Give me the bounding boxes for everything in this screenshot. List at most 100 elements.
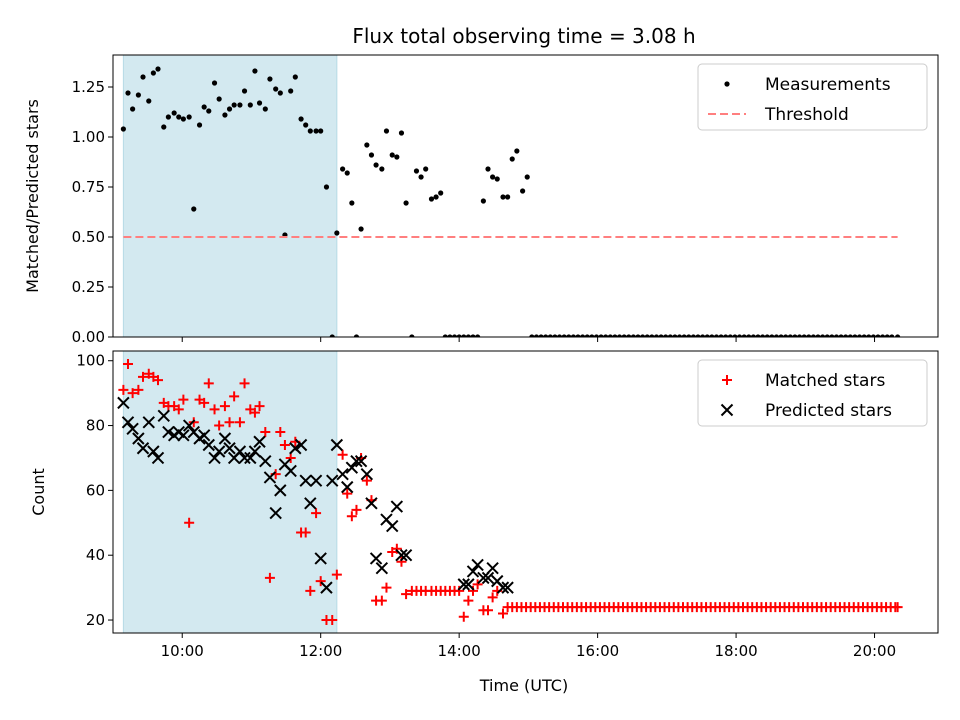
matched-star-point	[264, 572, 275, 583]
measurement-point	[428, 196, 435, 202]
measurement-point	[626, 334, 632, 337]
measurement-point	[852, 334, 858, 337]
predicted-star-point	[117, 396, 130, 410]
predicted-star-point	[248, 445, 262, 458]
predicted-star-point	[177, 429, 190, 442]
predicted-star-point	[218, 432, 232, 445]
measurement-point	[216, 96, 222, 102]
predicted-star-point	[309, 474, 323, 487]
matched-star-point	[285, 452, 296, 463]
predicted-star-point	[360, 467, 374, 481]
measurement-point	[329, 334, 335, 337]
measurement-point	[180, 116, 186, 122]
measurement-point	[475, 334, 481, 337]
matched-star-point	[468, 585, 478, 596]
matched-star-point	[153, 375, 163, 386]
y-tick-label: 0.00	[72, 328, 105, 346]
matched-star-point	[463, 595, 474, 606]
predicted-star-point	[136, 442, 150, 455]
measurement-point	[640, 334, 646, 337]
measurement-point	[552, 334, 558, 337]
matched-star-point	[311, 508, 322, 519]
observing-window-shade	[122, 350, 338, 634]
measurement-point	[773, 334, 780, 337]
predicted-star-point	[462, 578, 475, 591]
measurement-point	[676, 334, 683, 337]
measurement-point	[433, 194, 439, 200]
predicted-star-point	[212, 445, 226, 458]
data-marks	[117, 358, 903, 626]
matched-star-point	[401, 589, 412, 600]
measurement-point	[389, 152, 395, 158]
predicted-star-point	[299, 474, 312, 487]
measurement-point	[616, 334, 623, 337]
measurement-point	[135, 92, 141, 98]
matched-star-point	[305, 585, 316, 596]
measurement-point	[176, 114, 182, 120]
matched-star-point	[342, 488, 353, 499]
matched-star-point	[346, 511, 357, 522]
measurement-point	[323, 184, 330, 190]
top-chart: Flux total observing time = 3.08 h 0.000…	[23, 24, 939, 346]
matched-star-point	[300, 527, 311, 538]
measurement-point	[746, 334, 752, 337]
predicted-star-point	[486, 561, 499, 575]
matched-star-point	[396, 556, 407, 567]
measurement-point	[231, 102, 237, 108]
top-plot-area: 0.00 0.25 0.50 0.75 1.00 1.25 Measurements Thre…	[72, 54, 939, 346]
measurement-point	[313, 128, 319, 134]
legend-predicted-swatch	[720, 403, 734, 417]
measurement-point	[150, 70, 156, 76]
predicted-star-point	[496, 581, 510, 594]
x-axis-label: Time (UTC)	[479, 676, 568, 695]
matched-star-point	[203, 378, 214, 389]
measurement-point	[543, 334, 549, 337]
matched-star-point	[219, 401, 230, 412]
measurement-point	[889, 334, 895, 337]
matched-star-point	[498, 608, 508, 619]
matched-star-point	[178, 394, 189, 405]
measurement-point	[409, 334, 415, 337]
matched-star-point	[892, 602, 903, 613]
matched-star-point	[458, 611, 469, 622]
measurement-point	[556, 334, 563, 337]
measurement-point	[895, 334, 901, 337]
data-marks	[120, 66, 901, 337]
measurement-point	[201, 104, 207, 110]
measurement-point	[277, 90, 283, 96]
measurement-point	[644, 334, 650, 337]
predicted-star-point	[341, 480, 354, 494]
measurement-point	[398, 130, 405, 136]
measurement-point	[547, 334, 553, 337]
measurement-point	[303, 122, 309, 128]
measurement-point	[686, 334, 692, 337]
measurement-point	[575, 334, 581, 337]
bottom-chart: 20 40 60 80 100 10:00 12:00 14:00 16:00 18:00 20:0…	[29, 350, 939, 695]
predicted-star-point	[354, 454, 368, 468]
legend-box	[697, 63, 928, 131]
predicted-star-point	[399, 548, 413, 562]
measurement-point	[653, 334, 660, 337]
measurement-point	[778, 334, 784, 337]
matched-star-point	[133, 384, 144, 395]
measurement-point	[796, 334, 803, 337]
predicted-star-point	[208, 451, 221, 465]
measurement-point	[353, 334, 360, 337]
measurement-point	[267, 76, 273, 82]
measurement-point	[598, 334, 604, 337]
measurement-point	[783, 334, 789, 337]
measurement-point	[206, 108, 212, 114]
predicted-star-point	[477, 571, 490, 585]
predicted-star-point	[350, 454, 363, 468]
measurement-point	[584, 334, 590, 337]
measurement-point	[824, 334, 830, 337]
measurement-point	[621, 334, 627, 337]
x-tick-label: 14:00	[438, 642, 481, 660]
measurement-point	[750, 334, 756, 337]
measurement-point	[732, 334, 738, 337]
y-tick-label: 0.25	[72, 278, 105, 296]
measurement-point	[171, 110, 177, 116]
measurement-point	[861, 334, 867, 337]
legend-label: Predicted stars	[765, 401, 892, 421]
